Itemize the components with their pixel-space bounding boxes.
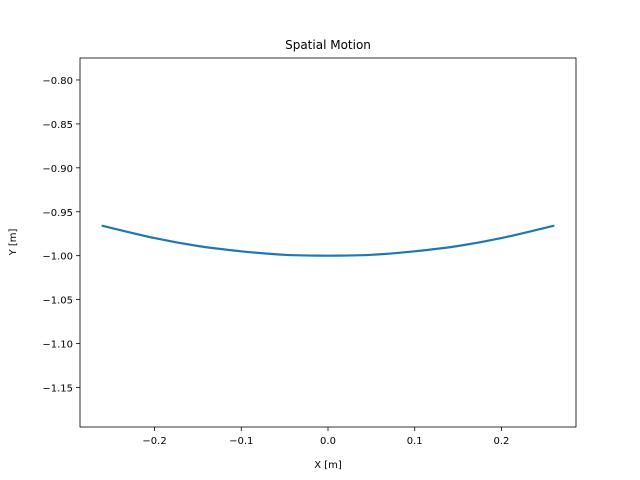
- chart-title: Spatial Motion: [285, 38, 371, 52]
- x-tick-label: −0.1: [229, 436, 253, 447]
- series-layer: [101, 224, 555, 257]
- y-tick-label: −0.95: [42, 208, 73, 219]
- x-tick-label: 0.2: [493, 436, 509, 447]
- x-tick-label: −0.2: [142, 436, 166, 447]
- x-axis-label: X [m]: [314, 460, 342, 471]
- y-axis-label: Y [m]: [8, 228, 19, 256]
- y-tick-label: −1.10: [42, 340, 73, 351]
- y-tick-label: −0.80: [42, 76, 73, 87]
- y-axis-ticks: −0.80 −0.85 −0.90 −0.95 −1.00 −1.05 −1.10 −1.15: [42, 76, 80, 394]
- y-tick-label: −0.85: [42, 120, 73, 131]
- x-tick-label: 0.1: [407, 436, 423, 447]
- y-tick-label: −1.15: [42, 383, 73, 394]
- plot-area-frame: [79, 57, 577, 428]
- y-tick-label: −0.90: [42, 164, 73, 175]
- x-axis-ticks: −0.2 −0.1 0.0 0.1 0.2: [142, 427, 509, 447]
- series-line: [101, 224, 555, 257]
- x-tick-label: 0.0: [320, 436, 336, 447]
- y-tick-label: −1.00: [42, 252, 73, 263]
- y-tick-label: −1.05: [42, 296, 73, 307]
